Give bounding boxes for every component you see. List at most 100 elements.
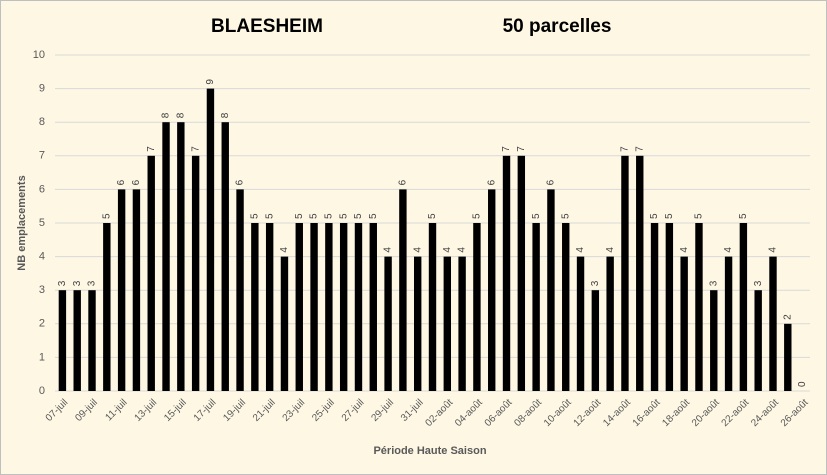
data-label: 6 xyxy=(486,179,497,185)
bar xyxy=(73,290,81,391)
data-label: 5 xyxy=(294,213,305,219)
bar xyxy=(473,223,481,391)
bar xyxy=(132,189,141,391)
bar xyxy=(177,122,185,391)
data-label: 5 xyxy=(101,213,112,219)
y-axis-label: NB emplacements xyxy=(16,175,28,270)
y-tick-label: 1 xyxy=(39,351,45,363)
y-tick-label: 7 xyxy=(39,150,45,162)
data-label: 5 xyxy=(694,213,705,219)
bar xyxy=(576,256,585,391)
data-label: 3 xyxy=(57,280,68,286)
y-tick-label: 10 xyxy=(33,49,45,61)
data-label: 3 xyxy=(753,280,764,286)
bar xyxy=(591,290,600,391)
bar xyxy=(221,122,229,391)
data-label: 8 xyxy=(220,112,231,118)
bar xyxy=(354,223,363,391)
data-label: 7 xyxy=(190,146,201,152)
bar xyxy=(784,323,792,391)
bar xyxy=(88,290,96,391)
y-tick-label: 8 xyxy=(39,116,45,128)
bar xyxy=(369,223,377,391)
y-tick-label: 0 xyxy=(39,385,45,397)
data-label: 4 xyxy=(575,247,586,253)
bar xyxy=(325,223,333,391)
bar xyxy=(236,189,244,391)
bar xyxy=(636,155,644,391)
data-label: 4 xyxy=(279,247,290,253)
data-label: 5 xyxy=(427,213,438,219)
data-label: 5 xyxy=(309,213,320,219)
data-label: 2 xyxy=(782,314,793,320)
bar xyxy=(443,256,452,391)
data-label: 7 xyxy=(146,146,157,152)
bar xyxy=(710,290,718,391)
bar xyxy=(58,290,67,391)
bar xyxy=(562,223,570,391)
bar xyxy=(665,223,674,391)
bar xyxy=(399,189,407,391)
bar xyxy=(206,88,215,391)
y-tick-label: 5 xyxy=(39,217,45,229)
bar xyxy=(251,223,259,391)
data-label: 4 xyxy=(723,247,734,253)
bar xyxy=(310,223,318,391)
x-axis-label: Période Haute Saison xyxy=(373,445,486,457)
data-label: 4 xyxy=(605,247,616,253)
y-tick-label: 4 xyxy=(39,251,45,263)
data-label: 5 xyxy=(649,213,660,219)
bar xyxy=(103,223,111,391)
bar xyxy=(458,256,466,391)
data-label: 3 xyxy=(72,280,83,286)
chart-subtitle: 50 parcelles xyxy=(503,16,612,37)
data-label: 3 xyxy=(87,280,98,286)
bar xyxy=(295,223,303,391)
bar xyxy=(695,223,703,391)
data-label: 5 xyxy=(264,213,275,219)
data-label: 3 xyxy=(590,280,601,286)
bar xyxy=(502,155,511,391)
data-label: 5 xyxy=(560,213,571,219)
data-label: 8 xyxy=(175,112,186,118)
data-label: 5 xyxy=(472,213,483,219)
bar xyxy=(724,256,733,391)
y-tick-label: 2 xyxy=(39,318,45,330)
bar xyxy=(117,189,126,391)
bar xyxy=(162,122,170,391)
data-label: 7 xyxy=(501,146,512,152)
bar xyxy=(606,256,614,391)
data-label: 4 xyxy=(383,247,394,253)
bar xyxy=(532,223,540,391)
data-label: 5 xyxy=(324,213,335,219)
bar xyxy=(621,155,629,391)
data-label: 3 xyxy=(708,280,719,286)
data-label: 6 xyxy=(546,179,557,185)
y-tick-label: 9 xyxy=(39,83,45,95)
data-label: 7 xyxy=(634,146,645,152)
data-label: 0 xyxy=(797,381,808,387)
data-label: 7 xyxy=(516,146,527,152)
data-label: 5 xyxy=(338,213,349,219)
bar xyxy=(547,189,555,391)
bar xyxy=(650,223,659,391)
data-label: 4 xyxy=(457,247,468,253)
y-tick-label: 6 xyxy=(39,183,45,195)
data-label: 4 xyxy=(412,247,423,253)
data-label: 7 xyxy=(620,146,631,152)
bar xyxy=(413,256,422,391)
bar xyxy=(769,256,777,391)
bar xyxy=(384,256,392,391)
bar xyxy=(517,155,526,391)
bar xyxy=(739,223,748,391)
data-label: 4 xyxy=(679,247,690,253)
bar xyxy=(680,256,688,391)
data-label: 5 xyxy=(249,213,260,219)
chart-title: BLAESHEIM xyxy=(211,16,323,37)
data-label: 6 xyxy=(116,179,127,185)
y-tick-label: 3 xyxy=(39,284,45,296)
bar xyxy=(265,223,274,391)
data-label: 9 xyxy=(205,79,216,85)
data-label: 8 xyxy=(161,112,172,118)
